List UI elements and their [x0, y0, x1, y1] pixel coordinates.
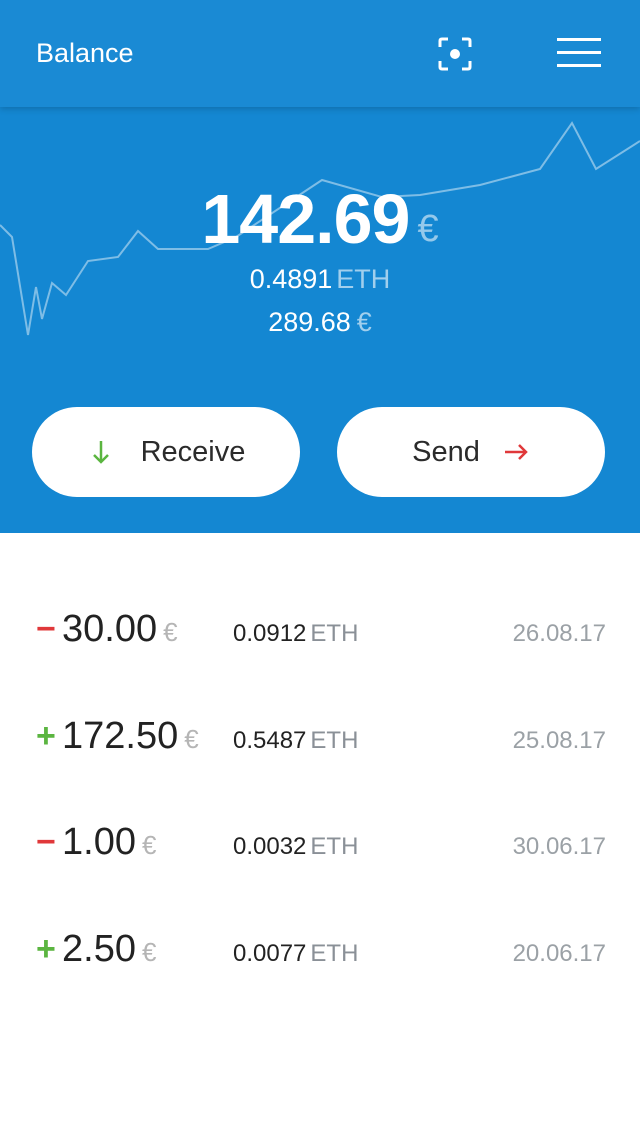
balance-secondary-value: 289.68 — [268, 307, 351, 337]
transaction-currency: € — [141, 937, 157, 967]
balance-secondary: 289.68 € — [0, 307, 640, 338]
balance-amount: 142.69 € — [0, 179, 640, 259]
transaction-date: 25.08.17 — [512, 727, 606, 754]
transaction-currency: € — [141, 830, 157, 860]
page-title: Balance — [36, 38, 134, 68]
app-header: Balance — [0, 0, 640, 107]
transaction-sign: − — [36, 610, 56, 648]
transaction-amount: 1.00 € — [62, 821, 156, 864]
transaction-eth-unit: ETH — [310, 833, 359, 860]
balance-secondary-currency: € — [356, 307, 372, 337]
transaction-sign: − — [36, 823, 56, 861]
transaction-row[interactable]: + 172.50 € 0.5487 ETH 25.08.17 — [0, 697, 640, 797]
transaction-date: 20.06.17 — [512, 940, 606, 967]
transaction-amount-value: 1.00 — [62, 821, 136, 863]
balance-currency: € — [417, 208, 439, 250]
hamburger-menu-icon[interactable] — [555, 36, 603, 70]
transaction-eth: 0.5487 ETH — [233, 727, 358, 755]
balance-eth-value: 0.4891 — [249, 264, 333, 294]
transaction-currency: € — [163, 617, 178, 647]
transaction-row[interactable]: − 30.00 € 0.0912 ETH 26.08.17 — [0, 590, 640, 690]
transaction-eth: 0.0032 ETH — [233, 833, 358, 861]
transaction-eth-value: 0.0077 — [233, 940, 307, 967]
transaction-eth-unit: ETH — [310, 727, 359, 754]
transaction-amount: 172.50 € — [62, 715, 199, 758]
balance-eth: 0.4891 ETH — [0, 264, 640, 295]
transaction-date: 26.08.17 — [512, 620, 606, 647]
send-label: Send — [412, 435, 480, 468]
transaction-row[interactable]: + 2.50 € 0.0077 ETH 20.06.17 — [0, 910, 640, 1010]
transaction-currency: € — [184, 724, 199, 754]
receive-label: Receive — [140, 435, 246, 468]
transaction-eth: 0.0912 ETH — [233, 620, 358, 648]
balance-panel: 142.69 € 0.4891 ETH 289.68 € Receive Send — [0, 107, 640, 533]
balance-history-sparkline — [0, 121, 640, 336]
transaction-date: 30.06.17 — [512, 833, 606, 860]
transaction-row[interactable]: − 1.00 € 0.0032 ETH 30.06.17 — [0, 803, 640, 903]
transaction-eth-value: 0.0912 — [233, 620, 307, 647]
transaction-eth-unit: ETH — [310, 940, 359, 967]
transaction-amount: 30.00 € — [62, 608, 178, 651]
receive-button[interactable]: Receive — [32, 407, 300, 497]
transaction-sign: + — [36, 717, 56, 755]
transaction-eth-unit: ETH — [310, 620, 359, 647]
transaction-amount-value: 172.50 — [62, 715, 179, 757]
balance-eth-unit: ETH — [336, 264, 391, 294]
send-button[interactable]: Send — [337, 407, 605, 497]
transaction-eth: 0.0077 ETH — [233, 940, 358, 968]
transaction-eth-value: 0.0032 — [233, 833, 307, 860]
arrow-down-icon — [92, 441, 109, 464]
scan-qr-icon[interactable] — [438, 37, 472, 71]
transaction-amount-value: 30.00 — [62, 608, 158, 650]
transaction-eth-value: 0.5487 — [233, 727, 307, 754]
balance-value: 142.69 — [201, 180, 410, 258]
transaction-amount-value: 2.50 — [62, 928, 136, 970]
transaction-amount: 2.50 € — [62, 928, 156, 971]
transaction-sign: + — [36, 930, 56, 968]
arrow-right-icon — [504, 444, 528, 460]
